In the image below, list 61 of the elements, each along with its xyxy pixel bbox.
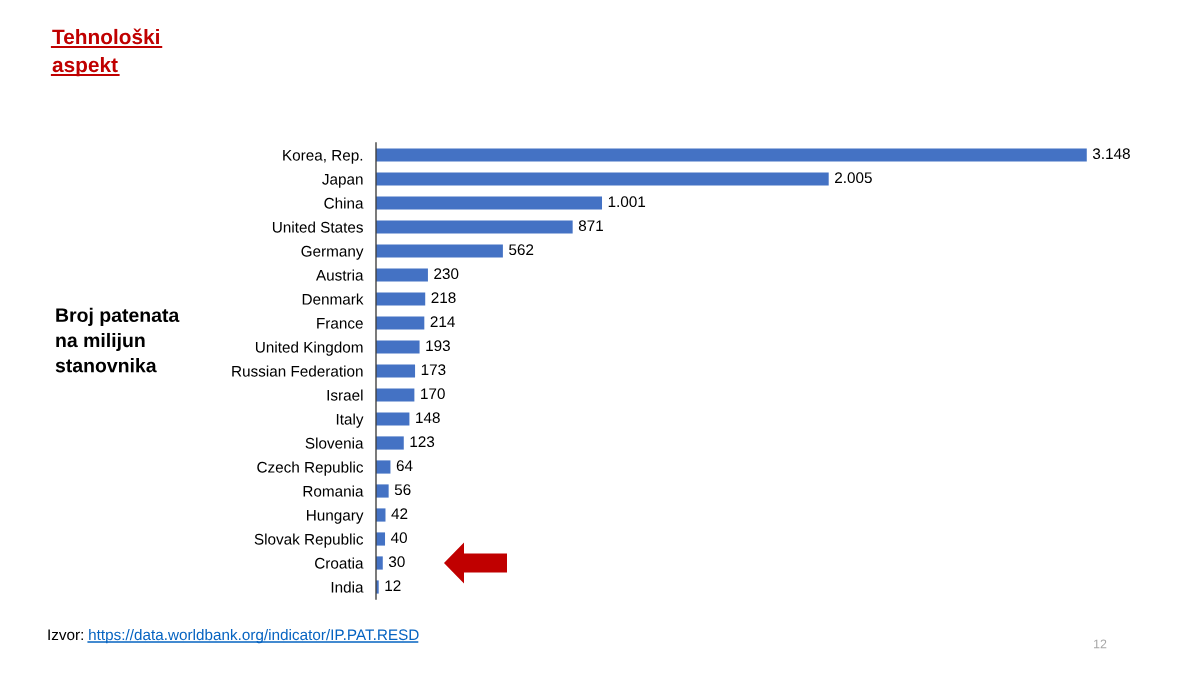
y-tick-label: France [317,318,363,329]
y-tick-label: Japan [322,174,363,188]
data-label: 218 [431,292,456,304]
data-label: 170 [421,388,445,400]
y-tick-label: Italy [336,413,364,428]
y-tick-label: Germany [301,245,364,260]
data-label: 123 [410,436,435,448]
y-axis-title: Broj patenata na milijun stanovnika [55,307,180,373]
bar [376,172,829,186]
y-tick-label: Korea, Rep. [283,150,363,164]
text: 12 [1094,639,1107,649]
data-label: 193 [426,340,450,352]
bar [376,340,420,354]
text: https://data.worldbank.org/indicator/IP.PAT.RESD [89,628,419,644]
bar [376,412,410,426]
y-tick-label: Hungary [307,510,364,524]
data-label: 148 [416,412,440,424]
bar [376,220,573,234]
data-label: 562 [509,244,534,256]
bar [376,148,1087,162]
data-label: 2.005 [835,172,872,184]
y-tick-label: Czech Republic [257,461,364,476]
data-label: 56 [394,484,411,496]
bar [376,508,386,522]
bar [376,364,416,378]
y-tick-label: Romania [303,485,364,497]
data-label: 64 [396,460,413,472]
data-label: 42 [391,508,408,519]
y-tick-label: Austria [315,269,364,281]
data-label: 3.148 [1092,148,1130,160]
bar [376,532,386,546]
y-tick-label: India [331,581,364,593]
bar [376,196,603,210]
y-tick-label: Slovenia [305,437,364,449]
data-label: 214 [430,316,455,327]
y-tick-label: United Kingdom [255,341,363,356]
data-label: 30 [388,556,405,568]
bar [376,556,383,570]
data-label: 1.001 [608,196,646,208]
bar [376,292,426,306]
y-tick-label: Croatia [315,557,364,569]
y-tick-label: Denmark [302,293,364,305]
data-label: 12 [385,580,401,591]
data-label: 173 [421,364,446,376]
text: Izvor: [48,629,83,641]
data-label: 230 [434,268,459,280]
y-tick-label: Israel [327,389,363,401]
data-label: 40 [390,532,407,544]
y-tick-label: Slovak Republic [254,533,364,548]
bar [376,460,391,474]
bar [376,436,404,450]
data-label: 871 [578,220,603,232]
bar [376,388,415,402]
y-tick-label: United States [272,221,363,233]
bar [376,244,503,258]
bar [376,484,389,498]
bar [376,316,425,330]
y-tick-label: China [324,197,364,209]
bar [376,268,428,282]
text: Tehnološki aspekt [52,28,159,77]
y-tick-label: Russian Federation [232,365,363,377]
